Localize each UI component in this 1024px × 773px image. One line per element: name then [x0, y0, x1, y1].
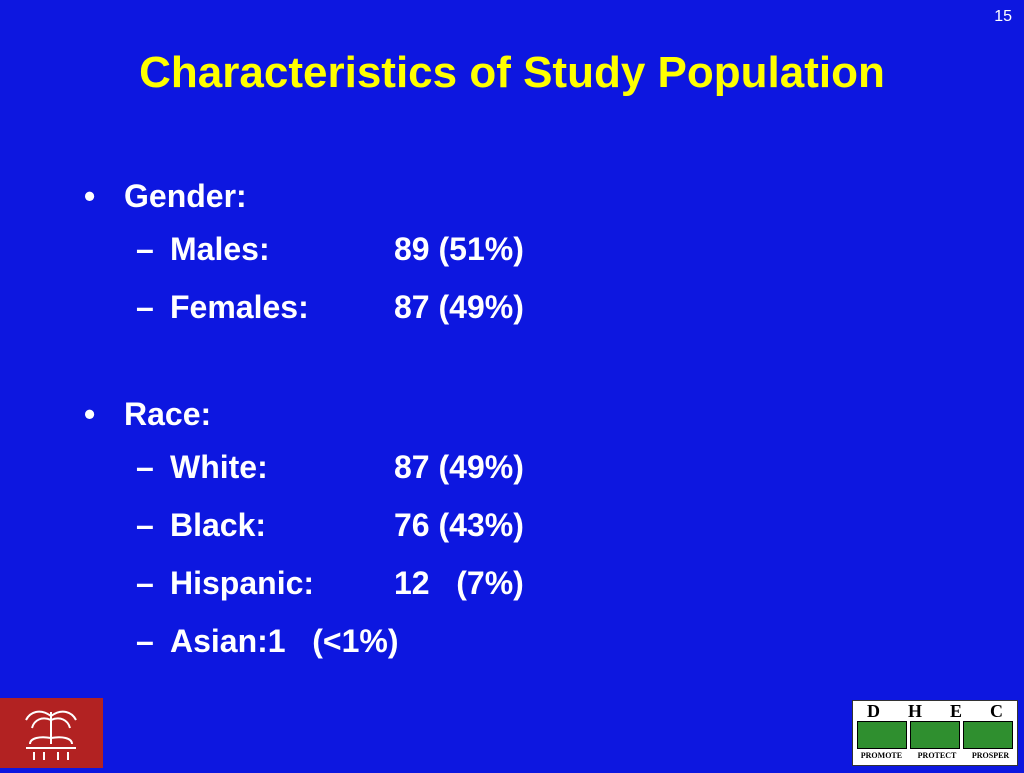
- bullet-heading: Gender:: [124, 177, 247, 214]
- dhec-tiles: [853, 721, 1017, 749]
- slide-title: Characteristics of Study Population: [139, 48, 885, 97]
- bullet-dot: •: [84, 395, 96, 432]
- sub-item-black: – Black: 76 (43%): [84, 496, 524, 554]
- dash: –: [136, 288, 154, 325]
- dhec-word: PROTECT: [917, 751, 957, 760]
- item-label: Males:: [170, 230, 270, 267]
- item-value: 89 (51%): [394, 230, 524, 267]
- bullet-race: • Race:: [84, 390, 524, 438]
- dhec-letter: D: [866, 701, 880, 721]
- bullet-dot: •: [84, 177, 96, 214]
- slide-content: • Gender: – Males: 89 (51%) – Females: 8…: [84, 172, 524, 670]
- dhec-letter: E: [949, 701, 962, 721]
- dhec-logo: D H E C PROMOTE PROTECT PROSPER: [852, 700, 1018, 766]
- dash: –: [136, 230, 154, 267]
- item-label: White:: [170, 448, 268, 485]
- dhec-word: PROSPER: [971, 751, 1010, 760]
- dhec-word: PROMOTE: [860, 751, 903, 760]
- university-seal-icon: [0, 698, 103, 768]
- item-value: 87 (49%): [394, 448, 524, 485]
- item-value: 12 (7%): [394, 564, 524, 601]
- sub-item-males: – Males: 89 (51%): [84, 220, 524, 278]
- item-label: Hispanic:: [170, 564, 315, 601]
- sub-item-asian: – Asian: 1 (<1%): [84, 612, 524, 670]
- slide-number: 15: [994, 8, 1012, 25]
- item-label: Asian:: [170, 622, 268, 659]
- sub-item-white: – White: 87 (49%): [84, 438, 524, 496]
- dhec-letter: C: [989, 701, 1003, 721]
- hands-icon: [856, 721, 907, 749]
- dhec-motto: PROMOTE PROTECT PROSPER: [853, 749, 1017, 763]
- item-value: 76 (43%): [394, 506, 524, 543]
- item-value: 1 (<1%): [267, 622, 399, 659]
- item-label: Females:: [170, 288, 309, 325]
- sub-item-females: – Females: 87 (49%): [84, 278, 524, 336]
- bullet-gender: • Gender:: [84, 172, 524, 220]
- tree-icon: [909, 721, 960, 749]
- dash: –: [136, 622, 154, 659]
- dhec-letter: H: [907, 701, 922, 721]
- sub-item-hispanic: – Hispanic: 12 (7%): [84, 554, 524, 612]
- bullet-heading: Race:: [124, 395, 212, 432]
- dash: –: [136, 448, 154, 485]
- item-value: 87 (49%): [394, 288, 524, 325]
- state-map-icon: [963, 721, 1014, 749]
- item-label: Black:: [170, 506, 267, 543]
- dash: –: [136, 506, 154, 543]
- dhec-letters: D H E C: [853, 701, 1017, 721]
- dash: –: [136, 564, 154, 601]
